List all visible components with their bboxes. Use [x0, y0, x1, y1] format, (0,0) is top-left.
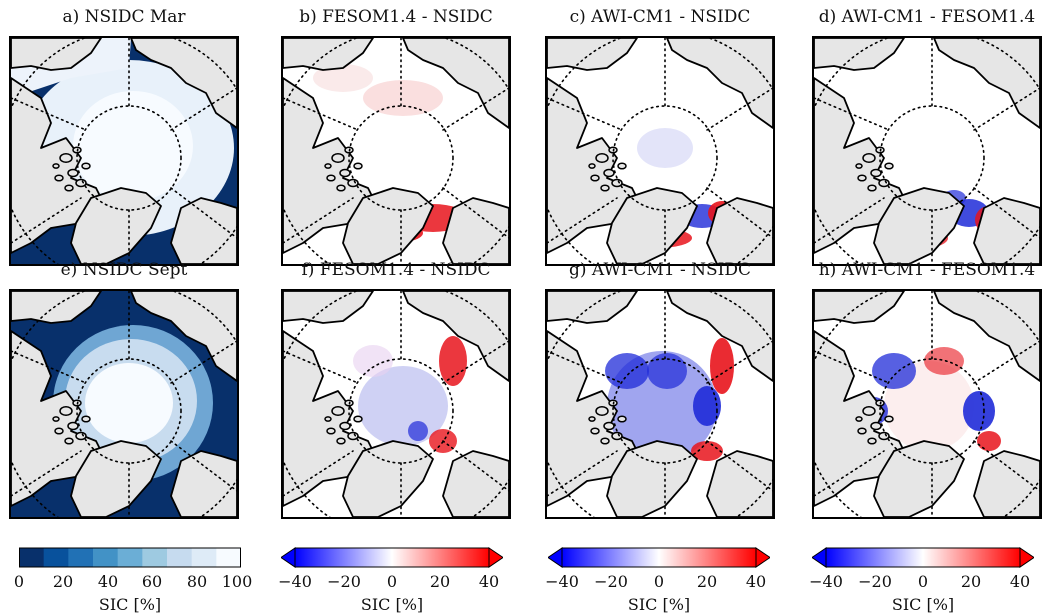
colorbar-gradient	[294, 547, 490, 568]
colorbar-gradient	[825, 547, 1021, 568]
map-svg	[11, 291, 237, 517]
colorbar-segment	[191, 548, 217, 567]
colorbar-segment	[43, 548, 69, 567]
colorbar-label: SIC [%]	[98, 595, 162, 614]
colorbar-abs: 0 20 40 60 80 100 SIC [%]	[14, 547, 252, 614]
map-d	[812, 36, 1042, 266]
panel-title: c) AWI-CM1 - NSIDC	[569, 7, 751, 27]
colorbar-tick: −40	[278, 572, 312, 591]
colorbar-extend-max	[488, 547, 504, 568]
colorbar-tick: 0	[653, 572, 665, 591]
colorbar-extend-min	[547, 547, 563, 568]
colorbar-diff-3: −40 −20 0 20 40 SIC [%]	[809, 547, 1035, 614]
colorbar-tick: 100	[221, 572, 253, 591]
colorbar-tick: −20	[327, 572, 361, 591]
colorbar-tick: 20	[52, 572, 74, 591]
map-g	[545, 289, 775, 519]
map-svg	[547, 38, 773, 264]
colorbar-tick: 40	[745, 572, 767, 591]
panel-title: a) NSIDC Mar	[62, 7, 186, 27]
colorbar-diff-svg	[280, 547, 504, 568]
map-svg	[547, 291, 773, 517]
panel-title: d) AWI-CM1 - FESOM1.4	[818, 7, 1036, 27]
map-c	[545, 36, 775, 266]
colorbar-gradient	[561, 547, 757, 568]
colorbar-abs-svg	[19, 547, 242, 568]
map-svg	[814, 291, 1040, 517]
colorbar-label: SIC [%]	[627, 595, 691, 614]
colorbar-segment	[93, 548, 119, 567]
colorbar-label: SIC [%]	[360, 595, 424, 614]
map-svg	[11, 38, 237, 264]
colorbar-segment	[68, 548, 94, 567]
map-a	[9, 36, 239, 266]
colorbar-extend-min	[280, 547, 296, 568]
map-f	[281, 289, 511, 519]
colorbar-label: SIC [%]	[891, 595, 955, 614]
panel-title: h) AWI-CM1 - FESOM1.4	[818, 260, 1036, 280]
panel-title: b) FESOM1.4 - NSIDC	[299, 7, 493, 27]
colorbar-segment	[142, 548, 168, 567]
colorbar-tick: 20	[429, 572, 451, 591]
colorbar-tick: 60	[141, 572, 163, 591]
colorbar-tick: 20	[960, 572, 982, 591]
map-svg	[814, 38, 1040, 264]
map-h	[812, 289, 1042, 519]
colorbar-segment	[216, 548, 242, 567]
colorbar-tick: 0	[917, 572, 929, 591]
colorbar-segment	[117, 548, 143, 567]
colorbar-tick: 0	[386, 572, 398, 591]
colorbar-tick: −40	[545, 572, 579, 591]
colorbar-tick: 80	[186, 572, 208, 591]
panel-title: e) NSIDC Sept	[60, 260, 188, 280]
colorbar-extend-max	[755, 547, 771, 568]
map-b	[281, 36, 511, 266]
map-svg	[283, 38, 509, 264]
colorbar-tick: 40	[1009, 572, 1031, 591]
colorbar-tick: −20	[858, 572, 892, 591]
colorbar-tick: 40	[97, 572, 119, 591]
colorbar-segment	[19, 548, 45, 567]
map-svg	[283, 291, 509, 517]
colorbar-diff-1: −40 −20 0 20 40 SIC [%]	[278, 547, 504, 614]
colorbar-tick: 20	[696, 572, 718, 591]
map-e	[9, 289, 239, 519]
colorbar-tick: −40	[809, 572, 843, 591]
colorbar-diff-2: −40 −20 0 20 40 SIC [%]	[545, 547, 771, 614]
colorbar-diff-svg	[811, 547, 1035, 568]
colorbar-extend-max	[1019, 547, 1035, 568]
colorbar-extend-min	[811, 547, 827, 568]
panel-title: g) AWI-CM1 - NSIDC	[568, 260, 752, 280]
panel-title: f) FESOM1.4 - NSIDC	[301, 260, 491, 280]
colorbar-diff-svg	[547, 547, 771, 568]
colorbar-segment	[167, 548, 193, 567]
colorbar-tick: 0	[13, 572, 25, 591]
colorbar-tick: 40	[478, 572, 500, 591]
colorbar-tick: −20	[594, 572, 628, 591]
